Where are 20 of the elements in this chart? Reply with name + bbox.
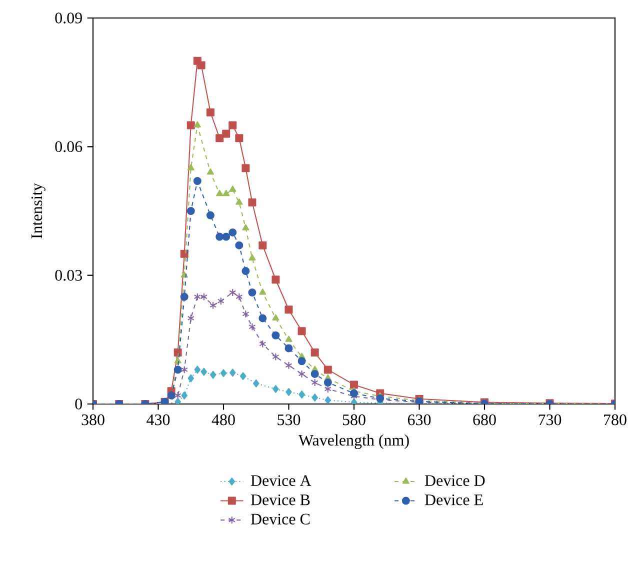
legend-label: Device C	[250, 514, 310, 524]
x-axis-title: Wavelength (nm)	[298, 434, 409, 449]
x-tick-label: 380	[82, 414, 104, 426]
legend-label: Device B	[250, 494, 310, 506]
x-tick-label: 430	[146, 414, 170, 426]
y-tick-label: 0	[75, 398, 82, 410]
legend-label: Device A	[250, 475, 312, 486]
y-axis-title: Intensity	[31, 183, 46, 238]
x-tick-label: 630	[408, 414, 431, 426]
x-tick-label: 780	[604, 414, 626, 426]
x-tick-label: 480	[212, 414, 235, 426]
y-tick-label: 0.06	[55, 141, 82, 152]
legend-label: Device D	[424, 475, 485, 486]
y-tick-label: 0.09	[55, 12, 82, 24]
y-tick-label: 0.03	[55, 270, 82, 281]
x-tick-label: 730	[538, 414, 562, 426]
legend-label: Device E	[424, 494, 483, 506]
x-tick-label: 530	[278, 414, 300, 426]
x-tick-label: 580	[342, 414, 366, 426]
x-tick-label: 680	[473, 414, 496, 426]
